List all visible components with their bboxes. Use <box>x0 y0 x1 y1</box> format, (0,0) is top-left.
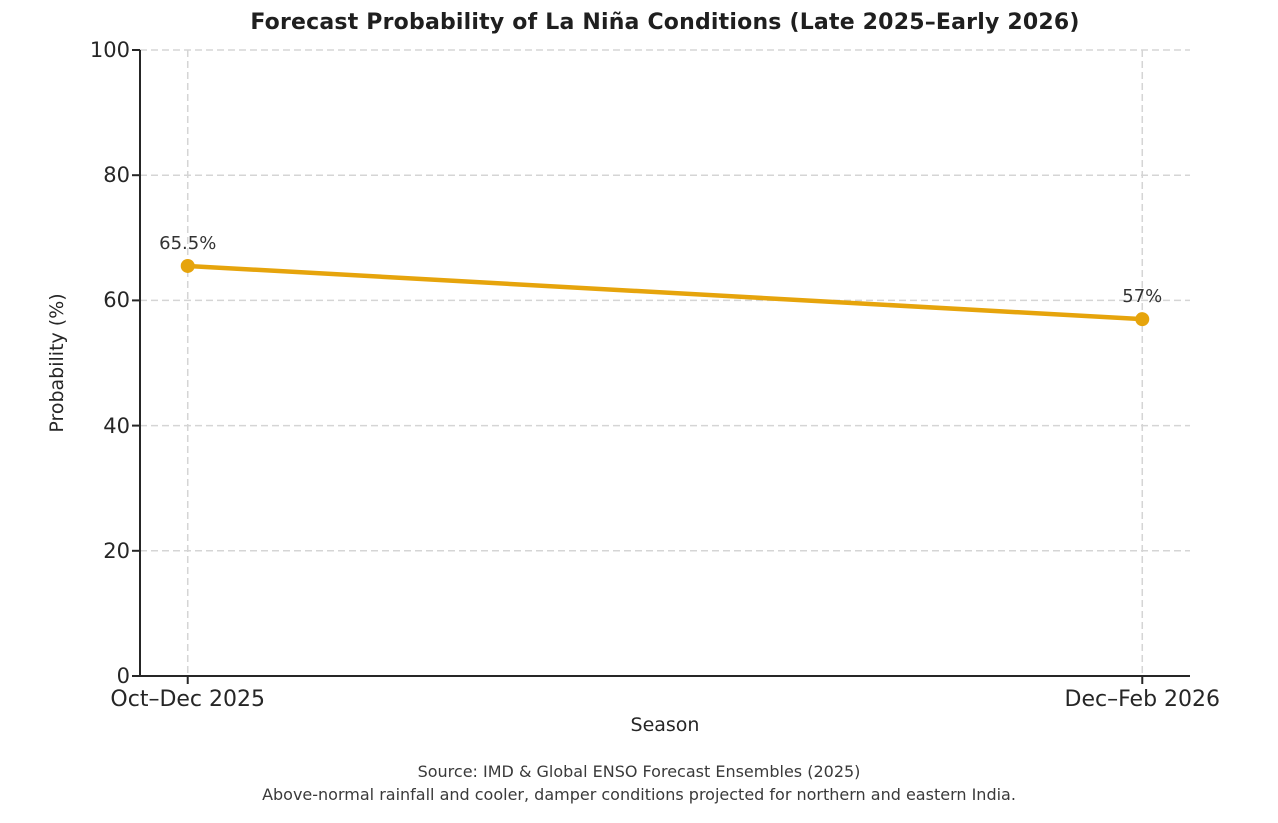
chart-title: Forecast Probability of La Niña Conditio… <box>250 10 1080 35</box>
x-tick-label: Dec–Feb 2026 <box>1064 687 1221 712</box>
footer-note: Above-normal rainfall and cooler, damper… <box>262 785 1016 804</box>
data-point-label: 57% <box>1122 286 1163 308</box>
data-line <box>185 263 1145 322</box>
chart-canvas <box>132 49 1190 684</box>
data-point-marker <box>180 258 195 273</box>
data-point-label: 65.5% <box>159 232 217 254</box>
footer-source: Source: IMD & Global ENSO Forecast Ensem… <box>417 762 861 781</box>
y-tick-label: 40 <box>103 413 130 438</box>
y-tick-label: 20 <box>103 538 130 563</box>
y-tick-label: 100 <box>89 38 130 62</box>
y-tick-label: 0 <box>116 664 130 688</box>
x-tick-label: Oct–Dec 2025 <box>110 687 266 712</box>
y-tick-label: 80 <box>103 163 130 188</box>
x-axis-label: Season <box>630 714 700 736</box>
y-tick-label: 60 <box>103 288 130 313</box>
chart-footer: Source: IMD & Global ENSO Forecast Ensem… <box>0 760 1278 806</box>
data-point-marker <box>1135 312 1150 327</box>
